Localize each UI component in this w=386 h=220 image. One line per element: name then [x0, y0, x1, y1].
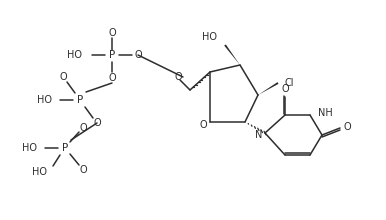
Text: O: O — [174, 72, 182, 82]
Text: P: P — [109, 50, 115, 60]
Text: HO: HO — [32, 167, 47, 177]
Text: N: N — [255, 130, 263, 140]
Text: O: O — [134, 50, 142, 60]
Text: HO: HO — [67, 50, 82, 60]
Text: O: O — [199, 120, 207, 130]
Text: P: P — [77, 95, 83, 105]
Text: O: O — [79, 165, 87, 175]
Text: O: O — [59, 72, 67, 82]
Text: P: P — [62, 143, 68, 153]
Text: O: O — [343, 122, 351, 132]
Text: NH: NH — [318, 108, 333, 118]
Text: O: O — [281, 84, 289, 94]
Text: Cl: Cl — [284, 78, 294, 88]
Polygon shape — [258, 82, 279, 95]
Text: O: O — [79, 123, 87, 133]
Text: HO: HO — [22, 143, 37, 153]
Text: O: O — [93, 118, 101, 128]
Text: HO: HO — [202, 32, 217, 42]
Text: HO: HO — [37, 95, 52, 105]
Text: O: O — [108, 28, 116, 38]
Text: O: O — [108, 73, 116, 83]
Polygon shape — [224, 44, 240, 65]
